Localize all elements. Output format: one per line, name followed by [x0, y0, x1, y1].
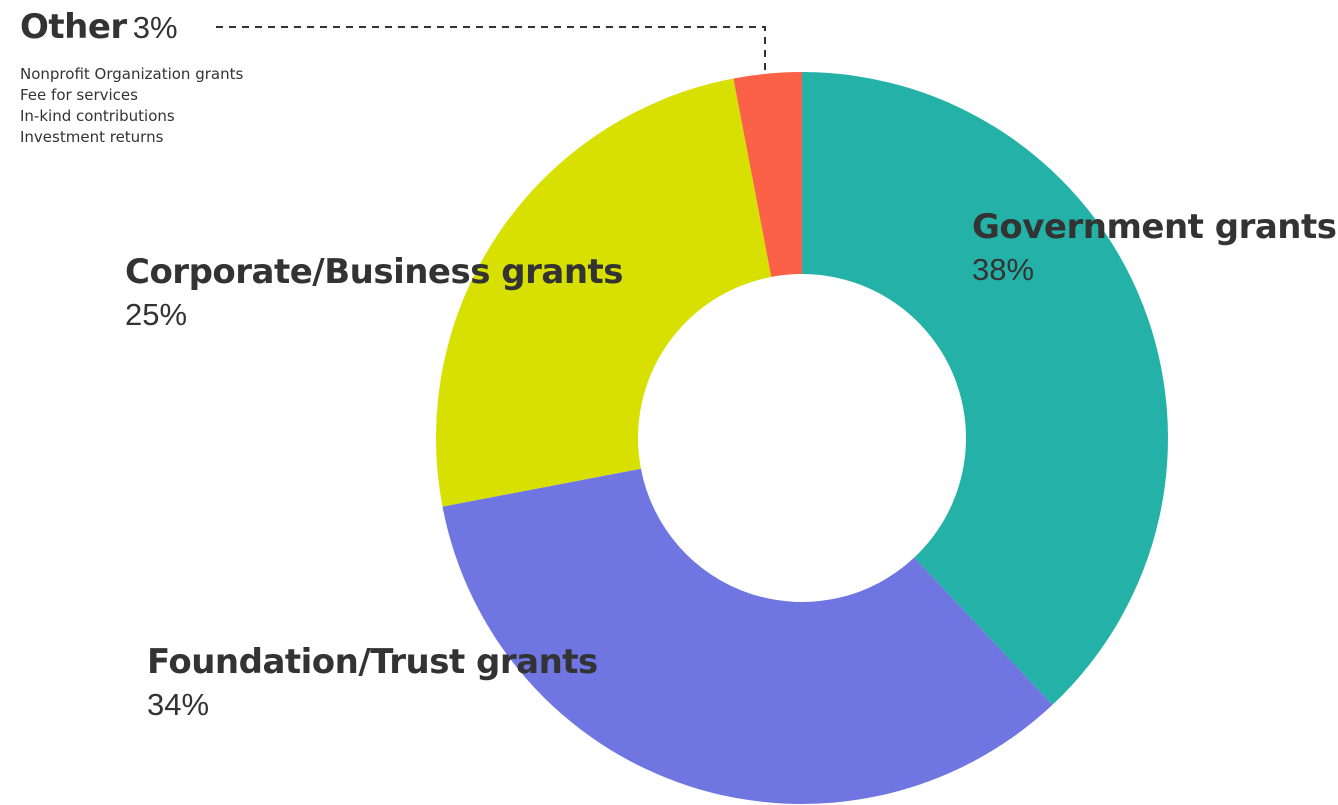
- other-breakdown-item: Investment returns: [20, 128, 164, 146]
- donut-slice-corporate-business-grants: [436, 78, 772, 507]
- other-leader-line: [216, 26, 766, 70]
- other-breakdown-item: Nonprofit Organization grants: [20, 65, 244, 83]
- foundation-trust-grants-label: Foundation/Trust grants 34%: [147, 645, 598, 720]
- corporate-business-grants-name: Corporate/Business grants: [125, 252, 624, 292]
- foundation-trust-grants-name: Foundation/Trust grants: [147, 642, 598, 682]
- other-label-name: Other: [20, 7, 127, 47]
- donut-slice-government-grants: [802, 72, 1168, 705]
- government-grants-pct: 38%: [972, 252, 1035, 287]
- foundation-trust-grants-pct: 34%: [147, 687, 210, 722]
- government-grants-name: Government grants: [972, 207, 1337, 247]
- other-breakdown-item: Fee for services: [20, 86, 138, 104]
- donut-slices: [436, 72, 1168, 804]
- donut-slice-other: [733, 72, 802, 277]
- corporate-business-grants-pct: 25%: [125, 297, 188, 332]
- donut-slice-foundation-trust-grants: [442, 468, 1053, 804]
- government-grants-label: Government grants 38%: [972, 210, 1337, 285]
- other-label-pct: 3%: [132, 10, 178, 45]
- corporate-business-grants-label: Corporate/Business grants 25%: [125, 252, 624, 332]
- other-breakdown-list: Nonprofit Organization grants Fee for se…: [20, 64, 243, 148]
- other-breakdown-item: In-kind contributions: [20, 107, 175, 125]
- other-slice-label: Other 3%: [20, 10, 178, 44]
